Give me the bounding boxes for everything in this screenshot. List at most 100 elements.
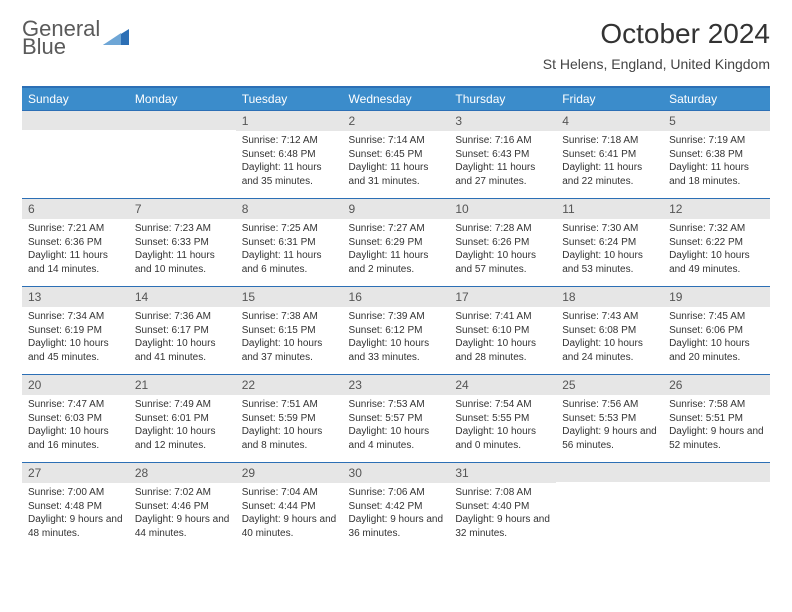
day-details: Sunrise: 7:45 AMSunset: 6:06 PMDaylight:… xyxy=(663,307,770,368)
day-details: Sunrise: 7:30 AMSunset: 6:24 PMDaylight:… xyxy=(556,219,663,280)
calendar-week: 1Sunrise: 7:12 AMSunset: 6:48 PMDaylight… xyxy=(22,110,770,198)
sunset-text: Sunset: 4:46 PM xyxy=(135,500,230,514)
day-number: 17 xyxy=(449,286,556,307)
daylight-text: Daylight: 10 hours and 16 minutes. xyxy=(28,425,123,452)
calendar-cell: 30Sunrise: 7:06 AMSunset: 4:42 PMDayligh… xyxy=(343,462,450,550)
daylight-text: Daylight: 10 hours and 49 minutes. xyxy=(669,249,764,276)
day-number: 14 xyxy=(129,286,236,307)
calendar-cell: 31Sunrise: 7:08 AMSunset: 4:40 PMDayligh… xyxy=(449,462,556,550)
daylight-text: Daylight: 10 hours and 41 minutes. xyxy=(135,337,230,364)
calendar-body: 1Sunrise: 7:12 AMSunset: 6:48 PMDaylight… xyxy=(22,110,770,550)
calendar-week: 20Sunrise: 7:47 AMSunset: 6:03 PMDayligh… xyxy=(22,374,770,462)
calendar-cell: 16Sunrise: 7:39 AMSunset: 6:12 PMDayligh… xyxy=(343,286,450,374)
day-details: Sunrise: 7:28 AMSunset: 6:26 PMDaylight:… xyxy=(449,219,556,280)
sunset-text: Sunset: 5:55 PM xyxy=(455,412,550,426)
day-number: 15 xyxy=(236,286,343,307)
daylight-text: Daylight: 11 hours and 31 minutes. xyxy=(349,161,444,188)
calendar-cell: 27Sunrise: 7:00 AMSunset: 4:48 PMDayligh… xyxy=(22,462,129,550)
day-number: 30 xyxy=(343,462,450,483)
sunset-text: Sunset: 6:41 PM xyxy=(562,148,657,162)
calendar-week: 6Sunrise: 7:21 AMSunset: 6:36 PMDaylight… xyxy=(22,198,770,286)
sunset-text: Sunset: 6:36 PM xyxy=(28,236,123,250)
sunset-text: Sunset: 6:31 PM xyxy=(242,236,337,250)
sunset-text: Sunset: 6:38 PM xyxy=(669,148,764,162)
sunrise-text: Sunrise: 7:06 AM xyxy=(349,486,444,500)
calendar-cell: 13Sunrise: 7:34 AMSunset: 6:19 PMDayligh… xyxy=(22,286,129,374)
calendar-cell: 24Sunrise: 7:54 AMSunset: 5:55 PMDayligh… xyxy=(449,374,556,462)
sunrise-text: Sunrise: 7:39 AM xyxy=(349,310,444,324)
sunset-text: Sunset: 4:40 PM xyxy=(455,500,550,514)
sunrise-text: Sunrise: 7:34 AM xyxy=(28,310,123,324)
day-details: Sunrise: 7:47 AMSunset: 6:03 PMDaylight:… xyxy=(22,395,129,456)
calendar-head: SundayMondayTuesdayWednesdayThursdayFrid… xyxy=(22,87,770,110)
day-number: 11 xyxy=(556,198,663,219)
day-number: 3 xyxy=(449,110,556,131)
calendar-cell: 9Sunrise: 7:27 AMSunset: 6:29 PMDaylight… xyxy=(343,198,450,286)
calendar-cell: 18Sunrise: 7:43 AMSunset: 6:08 PMDayligh… xyxy=(556,286,663,374)
calendar-cell xyxy=(556,462,663,550)
day-number: 28 xyxy=(129,462,236,483)
sunrise-text: Sunrise: 7:45 AM xyxy=(669,310,764,324)
calendar-cell: 4Sunrise: 7:18 AMSunset: 6:41 PMDaylight… xyxy=(556,110,663,198)
sunrise-text: Sunrise: 7:25 AM xyxy=(242,222,337,236)
sunrise-text: Sunrise: 7:16 AM xyxy=(455,134,550,148)
calendar-cell: 11Sunrise: 7:30 AMSunset: 6:24 PMDayligh… xyxy=(556,198,663,286)
daylight-text: Daylight: 10 hours and 57 minutes. xyxy=(455,249,550,276)
sunset-text: Sunset: 6:43 PM xyxy=(455,148,550,162)
sunrise-text: Sunrise: 7:58 AM xyxy=(669,398,764,412)
calendar-cell: 8Sunrise: 7:25 AMSunset: 6:31 PMDaylight… xyxy=(236,198,343,286)
sunset-text: Sunset: 6:45 PM xyxy=(349,148,444,162)
calendar-cell: 29Sunrise: 7:04 AMSunset: 4:44 PMDayligh… xyxy=(236,462,343,550)
daylight-text: Daylight: 10 hours and 12 minutes. xyxy=(135,425,230,452)
header: General Blue October 2024 St Helens, Eng… xyxy=(22,18,770,72)
sunset-text: Sunset: 4:42 PM xyxy=(349,500,444,514)
daylight-text: Daylight: 11 hours and 18 minutes. xyxy=(669,161,764,188)
day-details: Sunrise: 7:43 AMSunset: 6:08 PMDaylight:… xyxy=(556,307,663,368)
day-details: Sunrise: 7:36 AMSunset: 6:17 PMDaylight:… xyxy=(129,307,236,368)
day-details: Sunrise: 7:58 AMSunset: 5:51 PMDaylight:… xyxy=(663,395,770,456)
sunrise-text: Sunrise: 7:28 AM xyxy=(455,222,550,236)
day-number: 24 xyxy=(449,374,556,395)
dayname-wednesday: Wednesday xyxy=(343,87,450,110)
day-number: 12 xyxy=(663,198,770,219)
sunrise-text: Sunrise: 7:23 AM xyxy=(135,222,230,236)
day-details: Sunrise: 7:56 AMSunset: 5:53 PMDaylight:… xyxy=(556,395,663,456)
sunrise-text: Sunrise: 7:30 AM xyxy=(562,222,657,236)
daylight-text: Daylight: 9 hours and 40 minutes. xyxy=(242,513,337,540)
day-details: Sunrise: 7:21 AMSunset: 6:36 PMDaylight:… xyxy=(22,219,129,280)
day-number: 4 xyxy=(556,110,663,131)
calendar-cell: 23Sunrise: 7:53 AMSunset: 5:57 PMDayligh… xyxy=(343,374,450,462)
calendar-cell: 14Sunrise: 7:36 AMSunset: 6:17 PMDayligh… xyxy=(129,286,236,374)
day-number: 20 xyxy=(22,374,129,395)
sunrise-text: Sunrise: 7:38 AM xyxy=(242,310,337,324)
daylight-text: Daylight: 11 hours and 27 minutes. xyxy=(455,161,550,188)
day-details: Sunrise: 7:06 AMSunset: 4:42 PMDaylight:… xyxy=(343,483,450,544)
sunset-text: Sunset: 4:44 PM xyxy=(242,500,337,514)
location: St Helens, England, United Kingdom xyxy=(543,56,770,72)
calendar-week: 13Sunrise: 7:34 AMSunset: 6:19 PMDayligh… xyxy=(22,286,770,374)
day-number: 2 xyxy=(343,110,450,131)
sunset-text: Sunset: 6:03 PM xyxy=(28,412,123,426)
calendar-cell: 26Sunrise: 7:58 AMSunset: 5:51 PMDayligh… xyxy=(663,374,770,462)
day-details: Sunrise: 7:14 AMSunset: 6:45 PMDaylight:… xyxy=(343,131,450,192)
calendar-cell: 10Sunrise: 7:28 AMSunset: 6:26 PMDayligh… xyxy=(449,198,556,286)
daylight-text: Daylight: 11 hours and 10 minutes. xyxy=(135,249,230,276)
day-details: Sunrise: 7:54 AMSunset: 5:55 PMDaylight:… xyxy=(449,395,556,456)
day-number: 5 xyxy=(663,110,770,131)
day-number: 25 xyxy=(556,374,663,395)
calendar-cell: 5Sunrise: 7:19 AMSunset: 6:38 PMDaylight… xyxy=(663,110,770,198)
dayname-sunday: Sunday xyxy=(22,87,129,110)
day-number: 29 xyxy=(236,462,343,483)
calendar-cell xyxy=(129,110,236,198)
day-details: Sunrise: 7:19 AMSunset: 6:38 PMDaylight:… xyxy=(663,131,770,192)
sunset-text: Sunset: 5:53 PM xyxy=(562,412,657,426)
sunset-text: Sunset: 6:29 PM xyxy=(349,236,444,250)
day-details: Sunrise: 7:16 AMSunset: 6:43 PMDaylight:… xyxy=(449,131,556,192)
dayname-saturday: Saturday xyxy=(663,87,770,110)
day-details: Sunrise: 7:04 AMSunset: 4:44 PMDaylight:… xyxy=(236,483,343,544)
daylight-text: Daylight: 11 hours and 6 minutes. xyxy=(242,249,337,276)
sunrise-text: Sunrise: 7:27 AM xyxy=(349,222,444,236)
sunrise-text: Sunrise: 7:49 AM xyxy=(135,398,230,412)
sunrise-text: Sunrise: 7:21 AM xyxy=(28,222,123,236)
sunset-text: Sunset: 6:10 PM xyxy=(455,324,550,338)
